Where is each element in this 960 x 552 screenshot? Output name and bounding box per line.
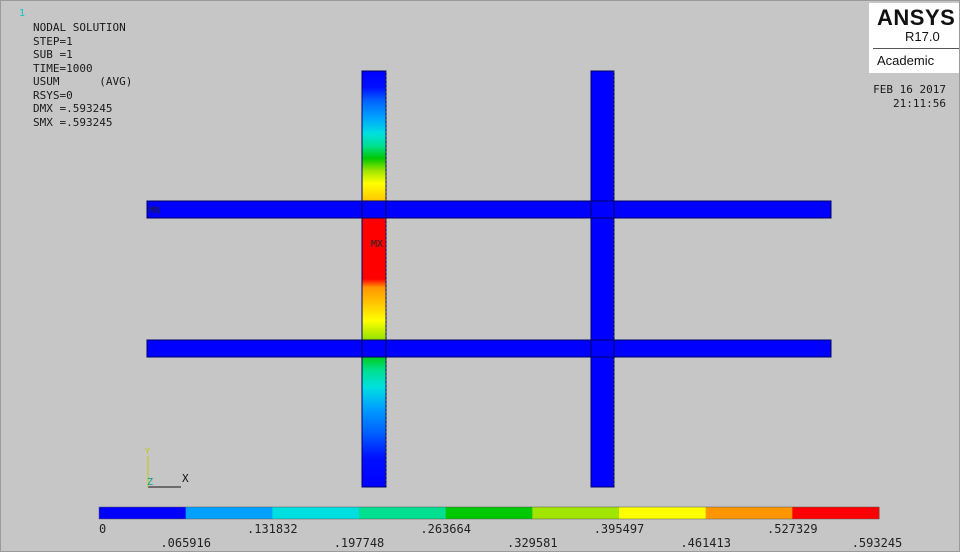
legend-tick-label: .065916 (160, 536, 211, 550)
legend-color-band (532, 507, 620, 519)
axis-triad: Y Z X (145, 447, 189, 488)
legend-tick-label: 0 (99, 522, 106, 536)
joint-right-top (590, 200, 615, 219)
ansys-logo: ANSYS R17.0 Academic (869, 3, 959, 73)
contour-legend-bar (98, 506, 880, 520)
joint-left-top (361, 200, 387, 219)
datetime-stamp: FEB 16 2017 21:11:56 (801, 83, 946, 110)
info-line-rsys: RSYS=0 (33, 88, 73, 102)
legend-color-band (272, 507, 360, 519)
logo-divider (873, 48, 959, 49)
legend-tick-label: .197748 (334, 536, 385, 550)
info-line-smx: SMX =.593245 (33, 115, 113, 129)
beam-vertical-left (361, 70, 387, 488)
joint-left-bottom (361, 339, 387, 358)
solution-info-block: NODAL SOLUTION STEP=1 SUB =1 TIME=1000 U… (33, 21, 132, 129)
legend-tick-label: .329581 (507, 536, 558, 550)
legend-color-band (792, 507, 880, 519)
info-title: NODAL SOLUTION (33, 21, 126, 34)
logo-edition: Academic (877, 53, 935, 68)
legend-tick-label: .263664 (420, 522, 471, 536)
triad-z-label: Z (147, 477, 153, 488)
legend-frame (98, 506, 880, 520)
logo-version: R17.0 (905, 29, 940, 44)
legend-color-band (359, 507, 447, 519)
contour-legend-labels: 0 .065916 .131832 .197748 .263664 .329581 .395… (99, 522, 902, 550)
legend-tick-label: .131832 (247, 522, 298, 536)
info-line-result: USUM (AVG) (33, 75, 133, 88)
legend-color-band (185, 507, 273, 519)
logo-brand: ANSYS (877, 5, 956, 30)
info-line-step: STEP=1 (33, 34, 73, 48)
legend-color-band (705, 507, 793, 519)
triad-x-label: X (182, 472, 189, 485)
date-text: FEB 16 2017 (873, 83, 946, 96)
legend-color-band (445, 507, 533, 519)
joint-right-bottom (590, 339, 615, 358)
triad-y-label: Y (145, 447, 150, 456)
time-text: 21:11:56 (893, 96, 946, 110)
max-marker: MX (371, 239, 383, 250)
beam-vertical-right (590, 70, 615, 488)
info-line-time: TIME=1000 (33, 61, 93, 75)
info-line-substep: SUB =1 (33, 48, 73, 61)
legend-tick-label: .461413 (680, 536, 731, 550)
legend-color-band (619, 507, 707, 519)
legend-tick-label: .395497 (594, 522, 645, 536)
beam-horizontal-bottom (146, 339, 832, 358)
legend-tick-label: .527329 (767, 522, 818, 536)
legend-color-band (99, 507, 187, 519)
min-marker: MN (149, 206, 160, 216)
beam-horizontal-top (146, 200, 832, 219)
window-number: 1 (19, 8, 26, 19)
legend-tick-label: .593245 (852, 536, 903, 550)
info-line-dmx: DMX =.593245 (33, 102, 113, 115)
